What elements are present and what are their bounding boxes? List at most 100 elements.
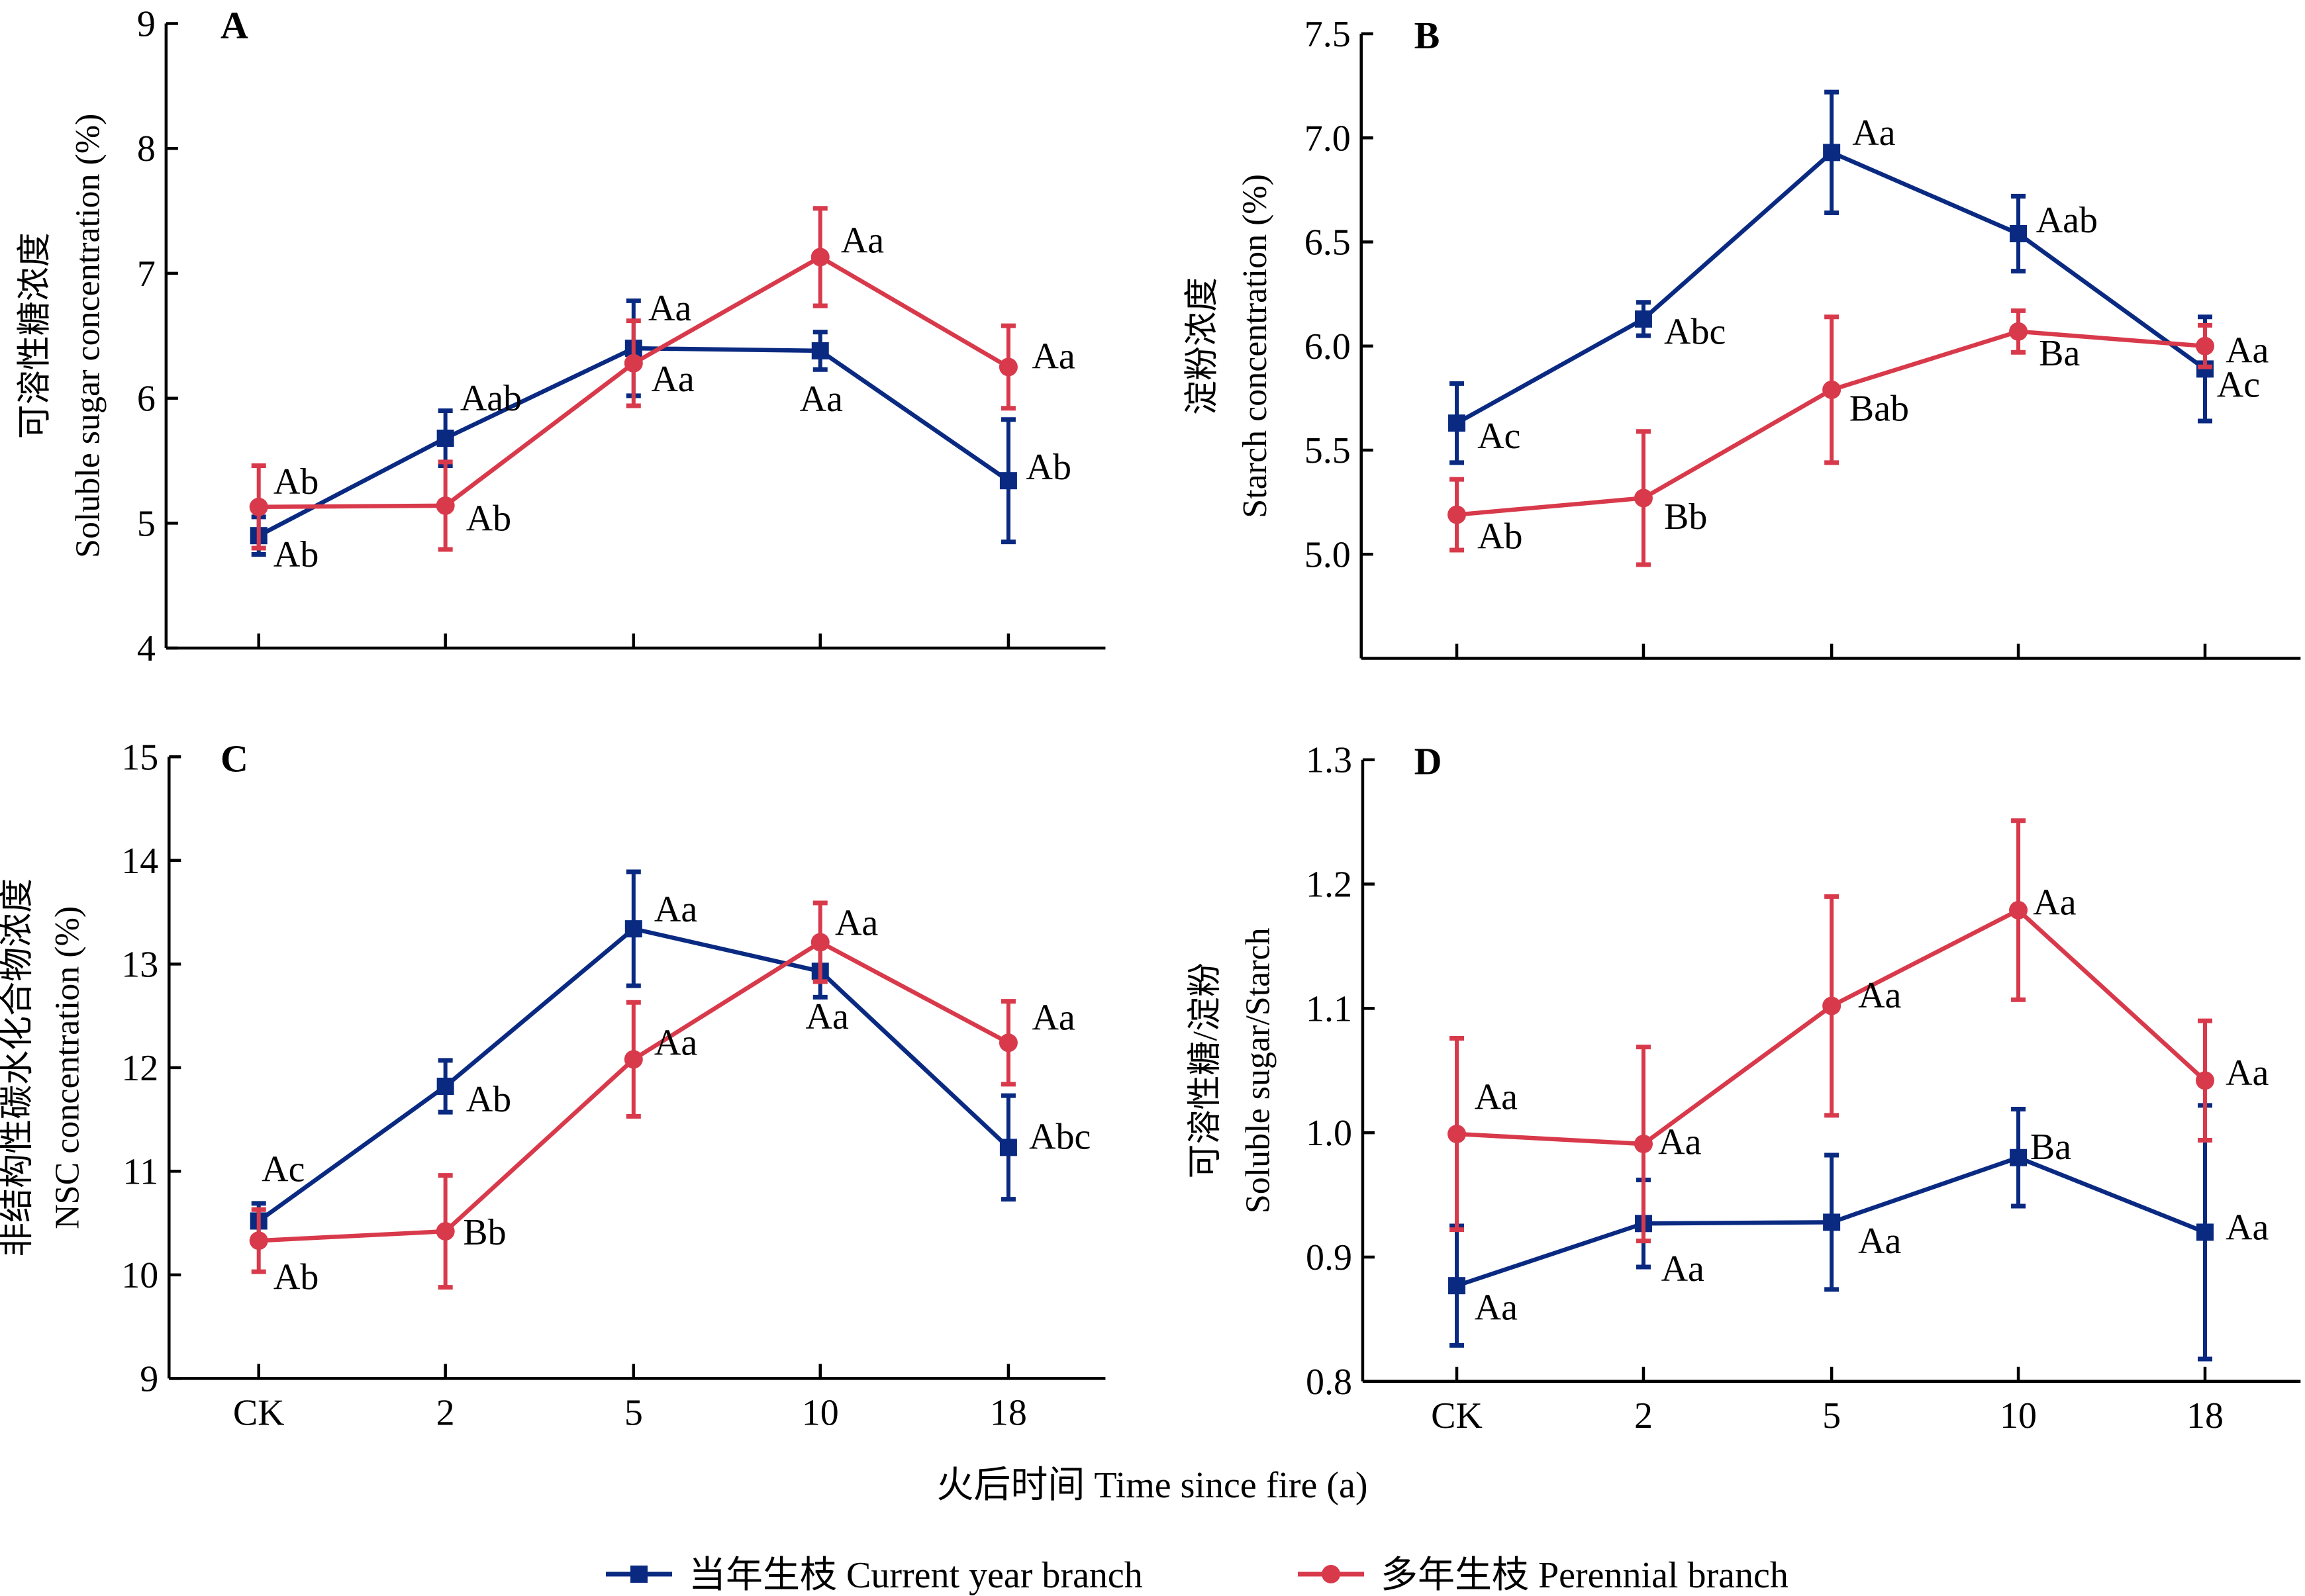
y-tick-label: 8 <box>137 128 156 169</box>
data-point-circle <box>999 1033 1018 1053</box>
data-point-square <box>1823 1213 1841 1231</box>
significance-label: Ac <box>262 1149 305 1190</box>
significance-label: Aab <box>2036 200 2098 241</box>
data-point-circle <box>999 357 1018 377</box>
y-tick-label: 1.2 <box>1306 865 1352 906</box>
data-point-circle <box>1447 1125 1467 1144</box>
significance-label: Aa <box>1032 997 1075 1038</box>
x-tick-label: 10 <box>802 1392 839 1433</box>
x-axis-title: 火后时间 Time since fire (a) <box>936 1465 1367 1506</box>
y-axis-title-en: Starch concentration (%) <box>1236 174 1274 518</box>
data-point-square <box>1823 144 1841 162</box>
data-point-circle <box>810 248 830 267</box>
series-perennial-branch: Ab Bb Aa Aa Aa <box>249 900 1075 1297</box>
data-point-square <box>1634 310 1652 328</box>
data-point-circle <box>2196 336 2214 355</box>
y-tick-label: 7.0 <box>1304 118 1351 159</box>
y-axis-title-cn: 非结构性碳水化合物浓度 <box>0 878 36 1257</box>
data-point-circle <box>249 1231 268 1250</box>
y-tick-label: 6.0 <box>1304 326 1351 367</box>
data-point-square <box>2010 1149 2028 1166</box>
panel-label: C <box>221 737 248 780</box>
x-tick-label: 5 <box>1822 1395 1841 1436</box>
data-point-square <box>436 1078 454 1096</box>
data-point-square <box>436 430 454 447</box>
y-tick-label: 5.0 <box>1304 534 1351 575</box>
significance-label: Ab <box>466 1079 511 1120</box>
x-tick-label: CK <box>233 1392 285 1433</box>
y-tick-label: 6 <box>137 379 156 420</box>
significance-label: Ba <box>2030 1127 2071 1168</box>
series-perennial-branch: Aa Aa Aa Aa Aa <box>1447 818 2269 1244</box>
significance-label: Aa <box>841 220 884 261</box>
y-tick-label: 5 <box>137 503 156 544</box>
significance-label: Aab <box>460 378 522 419</box>
significance-label: Aa <box>2226 1207 2269 1248</box>
y-tick-label: 5.5 <box>1304 430 1351 471</box>
significance-label: Aa <box>654 889 697 930</box>
y-tick-label: 0.8 <box>1306 1362 1352 1403</box>
significance-label: Ab <box>273 1256 319 1297</box>
significance-label: Aa <box>806 996 849 1037</box>
significance-label: Ab <box>1477 516 1522 557</box>
data-point-square <box>2010 224 2028 242</box>
y-tick-label: 7 <box>137 254 156 295</box>
significance-label: Ac <box>2217 365 2260 406</box>
data-point-circle <box>2196 1071 2214 1090</box>
legend-marker-circle <box>1322 1565 1340 1583</box>
y-axis-title-cn: 可溶性糖浓度 <box>17 232 54 439</box>
x-tick-label: CK <box>1431 1395 1483 1436</box>
panel-c: 9 10 11 12 13 14 15 CK 2 5 10 18 C 非结构性碳水化合物浓度 NSC con… <box>0 737 1106 1433</box>
significance-label: Ab <box>466 498 511 540</box>
x-tick-label: 5 <box>624 1392 643 1433</box>
x-tick-label: 10 <box>2000 1395 2037 1436</box>
significance-label: Aa <box>1858 1221 1901 1262</box>
data-point-square <box>999 1139 1017 1156</box>
significance-label: Ab <box>1026 447 1071 488</box>
series-perennial-branch: Ab Ab Aa Aa Aa <box>249 206 1075 552</box>
panel-label: B <box>1414 14 1440 57</box>
legend: 当年生枝 Current year branch 多年生枝 Perennial b… <box>606 1555 1789 1596</box>
data-point-circle <box>1822 380 1841 399</box>
y-tick-label: 1.0 <box>1306 1113 1352 1154</box>
significance-label: Aa <box>1032 336 1075 377</box>
y-tick-label: 1.3 <box>1306 740 1352 781</box>
significance-label: Abc <box>1664 312 1726 353</box>
data-point-circle <box>2009 900 2028 919</box>
y-tick-label: 14 <box>121 841 158 882</box>
panel-b: 5.0 5.5 6.0 6.5 7.0 7.5 B 淀粉浓度 Starch concentrat… <box>1183 14 2301 660</box>
legend-marker-square <box>630 1566 648 1583</box>
significance-label: Aa <box>2033 882 2076 923</box>
data-point-circle <box>624 353 643 373</box>
y-tick-label: 6.5 <box>1304 222 1351 263</box>
significance-label: Aa <box>651 359 694 400</box>
legend-label: 当年生枝 Current year branch <box>689 1555 1143 1596</box>
y-axis-title-cn: 可溶性糖/淀粉 <box>1187 962 1224 1178</box>
significance-label: Aa <box>1858 975 1901 1016</box>
data-point-circle <box>1634 489 1653 508</box>
significance-label: Aa <box>1475 1076 1518 1117</box>
data-point-square <box>1448 414 1466 432</box>
significance-label: Bb <box>1664 496 1707 538</box>
significance-label: Aa <box>800 379 843 420</box>
data-point-circle <box>624 1050 643 1069</box>
y-axis-title-en: Soluble sugar concentration (%) <box>70 114 107 558</box>
data-point-circle <box>810 933 830 952</box>
legend-item-perennial-branch: 多年生枝 Perennial branch <box>1298 1555 1789 1596</box>
significance-label: Aa <box>648 288 691 329</box>
y-axis-title-en: NSC concentration (%) <box>48 906 86 1229</box>
x-tick-label: 18 <box>2186 1395 2224 1436</box>
panel-d: 0.8 0.9 1.0 1.1 1.2 1.3 CK 2 5 10 18 D 可溶性糖/淀粉 Solubl… <box>1187 740 2301 1436</box>
significance-label: Aa <box>2226 1053 2269 1094</box>
y-axis-title-cn: 淀粉浓度 <box>1183 277 1221 415</box>
significance-label: Aa <box>1658 1122 1701 1163</box>
panel-a: 4 5 6 7 8 9 A 可溶性糖浓度 Soluble sugar concentration… <box>17 4 1106 669</box>
significance-label: Aa <box>654 1023 697 1064</box>
data-point-square <box>811 342 829 359</box>
data-point-circle <box>1822 996 1841 1015</box>
data-point-circle <box>436 496 455 515</box>
data-point-circle <box>1447 505 1467 524</box>
data-point-square <box>624 920 642 938</box>
y-tick-label: 7.5 <box>1304 14 1351 55</box>
y-tick-label: 1.1 <box>1306 988 1352 1029</box>
